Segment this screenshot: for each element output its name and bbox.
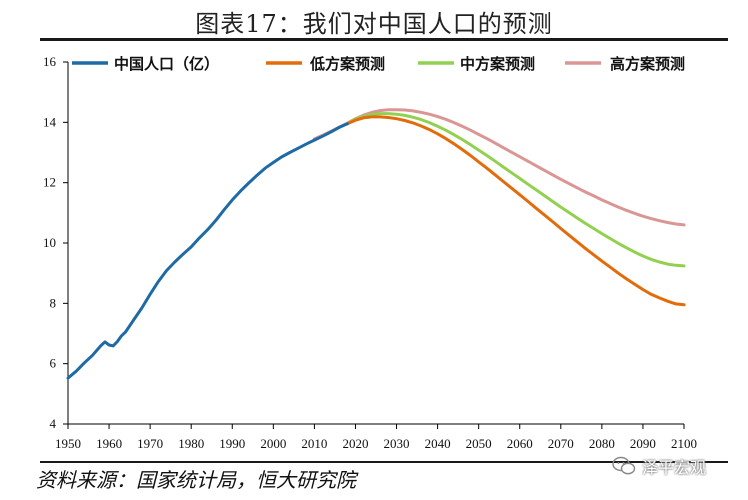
chart-axes: 4 6 8 10 12 14 16 1950 1960 1970 1980 1990 2000 2010 2… — [43, 54, 697, 451]
y-tick-label: 12 — [43, 175, 56, 190]
legend-label-3: 高方案预测 — [610, 55, 685, 73]
x-tick-label: 2040 — [425, 436, 451, 451]
y-tick-label: 6 — [50, 356, 57, 371]
y-tick-label: 4 — [50, 416, 57, 431]
x-tick-label: 1950 — [55, 436, 81, 451]
x-tick-label: 2100 — [671, 436, 697, 451]
footer-divider — [40, 461, 728, 463]
x-tick-label: 1980 — [178, 436, 204, 451]
x-tick-label: 2080 — [589, 436, 615, 451]
wechat-icon — [612, 456, 636, 475]
legend-label-1: 低方案预测 — [309, 55, 385, 73]
series-line-3 — [312, 108, 686, 227]
chart-series — [66, 108, 686, 380]
legend-label-0: 中国人口（亿） — [114, 55, 219, 73]
x-tick-label: 2070 — [548, 436, 574, 451]
watermark: 泽平宏观 — [612, 454, 706, 478]
series-line-1 — [345, 115, 686, 307]
x-tick-label: 2090 — [630, 436, 656, 451]
x-tick-label: 2020 — [342, 436, 368, 451]
x-tick-label: 2000 — [260, 436, 286, 451]
series-line-2 — [345, 112, 686, 268]
x-tick-label: 1970 — [137, 436, 163, 451]
title-divider — [40, 38, 728, 41]
x-tick-label: 1960 — [96, 436, 122, 451]
x-tick-label: 2010 — [301, 436, 327, 451]
y-tick-label: 8 — [50, 295, 57, 310]
y-tick-label: 10 — [43, 235, 56, 250]
x-tick-label: 1990 — [219, 436, 245, 451]
y-tick-label: 14 — [43, 114, 57, 129]
legend-label-2: 中方案预测 — [460, 55, 535, 73]
x-tick-label: 2060 — [507, 436, 533, 451]
series-line-0 — [66, 122, 349, 380]
source-note: 资料来源：国家统计局，恒大研究院 — [36, 468, 356, 492]
y-tick-label: 16 — [43, 54, 57, 69]
page-title: 图表17：我们对中国人口的预测 — [195, 10, 553, 38]
watermark-text: 泽平宏观 — [642, 458, 707, 477]
x-tick-label: 2050 — [466, 436, 492, 451]
x-tick-label: 2030 — [384, 436, 410, 451]
chart-legend: 中国人口（亿） 低方案预测 中方案预测 高方案预测 — [72, 55, 685, 73]
